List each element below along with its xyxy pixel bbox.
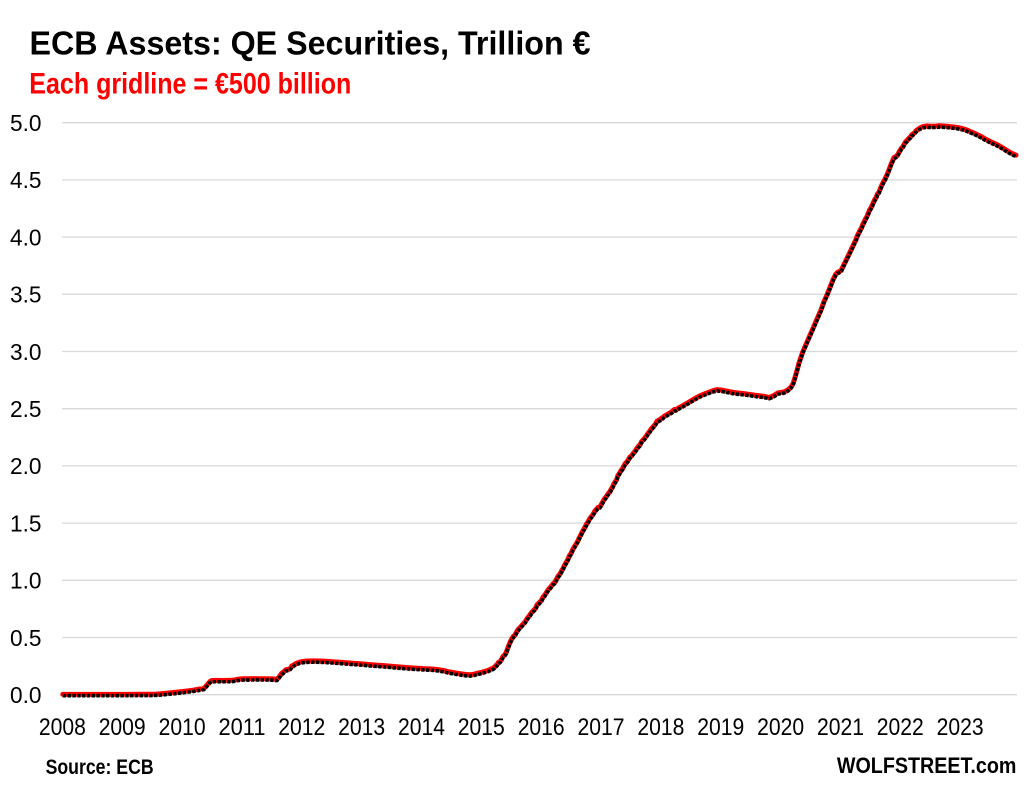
svg-text:2016: 2016 [518,714,565,741]
svg-text:2008: 2008 [39,714,86,741]
svg-text:4.5: 4.5 [10,167,42,193]
svg-text:4.0: 4.0 [10,224,42,250]
svg-text:Each gridline = €500 billion: Each gridline = €500 billion [29,68,351,101]
svg-text:2023: 2023 [937,714,984,741]
svg-text:Source: ECB: Source: ECB [46,754,154,779]
svg-text:2019: 2019 [697,714,744,741]
svg-text:0.5: 0.5 [10,625,42,651]
svg-text:2.0: 2.0 [10,453,42,479]
svg-text:3.0: 3.0 [10,339,42,365]
svg-text:0.0: 0.0 [10,682,42,708]
svg-text:2010: 2010 [159,714,206,741]
svg-text:5.0: 5.0 [10,110,42,136]
svg-text:2.5: 2.5 [10,396,42,422]
svg-text:2017: 2017 [578,714,625,741]
svg-text:2021: 2021 [817,714,864,741]
svg-text:2012: 2012 [278,714,325,741]
svg-text:WOLFSTREET.com: WOLFSTREET.com [837,753,1017,778]
svg-text:2018: 2018 [637,714,684,741]
svg-text:ECB Assets: QE Securities, Tri: ECB Assets: QE Securities, Trillion € [30,26,591,63]
svg-text:2013: 2013 [338,714,385,741]
svg-text:2014: 2014 [398,714,445,741]
svg-text:1.0: 1.0 [10,568,42,594]
svg-text:2020: 2020 [757,714,804,741]
svg-text:2011: 2011 [219,714,266,741]
svg-text:2009: 2009 [99,714,146,741]
svg-text:1.5: 1.5 [10,510,42,536]
svg-text:3.5: 3.5 [10,282,42,308]
svg-text:2015: 2015 [458,714,505,741]
svg-text:2022: 2022 [877,714,924,741]
